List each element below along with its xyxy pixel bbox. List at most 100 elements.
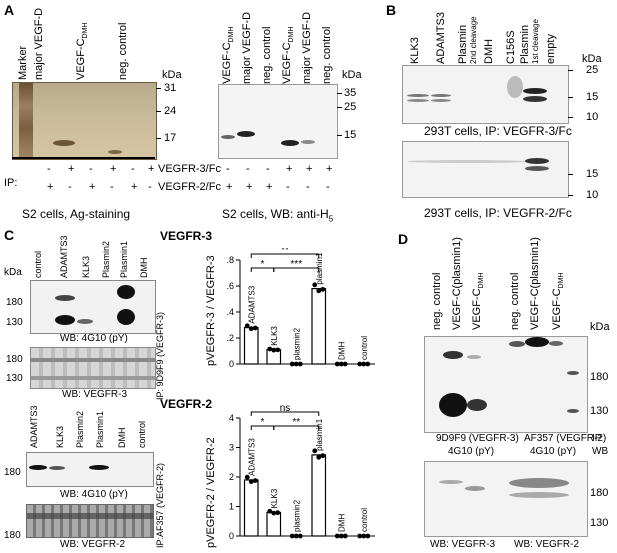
category-label: control xyxy=(360,336,369,360)
data-point xyxy=(334,361,340,367)
panel-label-c: C xyxy=(4,227,15,243)
significance-label: ** xyxy=(281,248,289,256)
kda-label: kDa xyxy=(582,53,602,65)
bar xyxy=(311,454,327,537)
mw-marker: 180 xyxy=(4,530,21,541)
lane-label: KLK3 xyxy=(81,255,91,278)
data-point xyxy=(267,346,273,352)
lane-label: VEGF-CDMH xyxy=(281,26,296,84)
category-label: plasmin2 xyxy=(292,327,301,360)
lane-label: Plasmin xyxy=(457,24,469,64)
lane-label: Marker xyxy=(17,45,29,80)
mw-marker: 15 xyxy=(586,91,599,103)
ip-mark: - xyxy=(89,163,93,175)
data-point xyxy=(271,510,277,516)
lane-label: neg. control xyxy=(261,26,273,84)
data-point xyxy=(361,533,367,539)
ip-label: IP: xyxy=(4,177,18,189)
data-point xyxy=(271,347,277,353)
mw-marker: 130 xyxy=(6,317,23,328)
lane-label: VEGF-C(plasmin1) xyxy=(529,237,541,330)
ip-mark: + xyxy=(326,163,333,175)
lane-label: neg. control xyxy=(321,26,333,84)
mw-marker: 130 xyxy=(590,517,609,529)
category-label: DMH xyxy=(337,514,346,532)
data-point xyxy=(357,361,363,367)
vegfr2-ip-blot xyxy=(402,141,569,198)
data-point xyxy=(293,361,299,367)
bar xyxy=(266,511,282,537)
data-point xyxy=(320,286,326,292)
data-point xyxy=(275,510,281,516)
lane-label: ADAMTS3 xyxy=(29,405,39,448)
lane-label: neg. control xyxy=(431,272,443,330)
wb-tag: WB xyxy=(592,446,609,457)
ip-mark: + xyxy=(68,163,75,175)
lane-label: empty xyxy=(545,34,557,64)
data-point xyxy=(312,448,318,454)
kda-label: kDa xyxy=(342,69,362,81)
y-tick-label: .2 xyxy=(226,333,234,343)
ip-mark: - xyxy=(326,181,330,193)
ip-mark: + xyxy=(131,181,138,193)
category-label: plasmin2 xyxy=(292,499,301,532)
ip-mark: + xyxy=(148,163,155,175)
significance-bracket xyxy=(250,253,320,258)
data-point xyxy=(316,454,322,460)
bar xyxy=(243,479,259,537)
mw-marker: 10 xyxy=(586,111,599,123)
vegfr3-ip-blot xyxy=(402,65,569,124)
mw-marker: 35 xyxy=(344,87,357,99)
lane-label: VEGF-CDMH xyxy=(75,22,90,80)
y-tick-label: 1 xyxy=(229,502,234,512)
y-axis-label: pVEGFR-3 / VEGFR-3 xyxy=(205,255,217,366)
category-label: plasmin1 xyxy=(315,418,324,451)
data-point xyxy=(320,453,326,459)
wb-label: WB: VEGFR-2 xyxy=(60,539,126,550)
lane-label: control xyxy=(33,250,43,278)
vegfr3-py-blot xyxy=(30,280,156,334)
wb-label: WB: 4G10 (pY) xyxy=(60,333,128,344)
category-label: DMH xyxy=(337,342,346,360)
data-point xyxy=(252,325,258,331)
lane-label: Plasmin2 xyxy=(75,410,85,448)
ip-mark: - xyxy=(246,163,250,175)
lane-label: KLK3 xyxy=(409,37,421,64)
vegfr2-py-blot xyxy=(26,452,154,487)
data-point xyxy=(289,361,295,367)
y-tick-label: 2 xyxy=(229,472,234,482)
lane-label: C156S xyxy=(505,30,517,64)
ip-mark: - xyxy=(131,163,135,175)
y-tick-label: 3 xyxy=(229,443,234,453)
data-point xyxy=(267,508,273,514)
ip-mark: - xyxy=(286,181,290,193)
ip-tag: IP xyxy=(592,433,602,444)
lane-label: DMH xyxy=(117,427,127,449)
kda-label: kDa xyxy=(4,267,22,278)
mw-marker: 180 xyxy=(6,297,23,308)
data-point xyxy=(361,361,367,367)
ip-row-label: VEGFR-2/Fc xyxy=(158,181,221,193)
kda-label: kDa xyxy=(162,69,182,81)
ip-mark: - xyxy=(266,163,270,175)
blot-caption: 293T cells, IP: VEGFR-2/Fc xyxy=(424,206,572,220)
bar xyxy=(311,287,327,365)
mw-marker: 130 xyxy=(6,373,23,384)
lane-label: VEGF-CDMH xyxy=(221,26,236,84)
wb-label: WB: VEGFR-2 xyxy=(514,539,580,550)
y-tick-label: .6 xyxy=(226,281,234,291)
data-point xyxy=(342,361,348,367)
significance-label: * xyxy=(261,417,265,428)
lane-label: major VEGF-D xyxy=(241,11,253,84)
section-title: VEGFR-2 xyxy=(160,397,213,411)
data-point xyxy=(365,361,371,367)
bar xyxy=(243,326,259,365)
data-point xyxy=(334,533,340,539)
data-point xyxy=(297,533,303,539)
lane-label: DMH xyxy=(483,38,495,64)
wb-antibody: 4G10 (pY) xyxy=(530,446,577,457)
mw-marker: 25 xyxy=(344,101,357,113)
lane-label: control xyxy=(137,420,147,448)
lane-label: neg. control xyxy=(509,272,521,330)
mw-marker: 180 xyxy=(590,371,609,383)
